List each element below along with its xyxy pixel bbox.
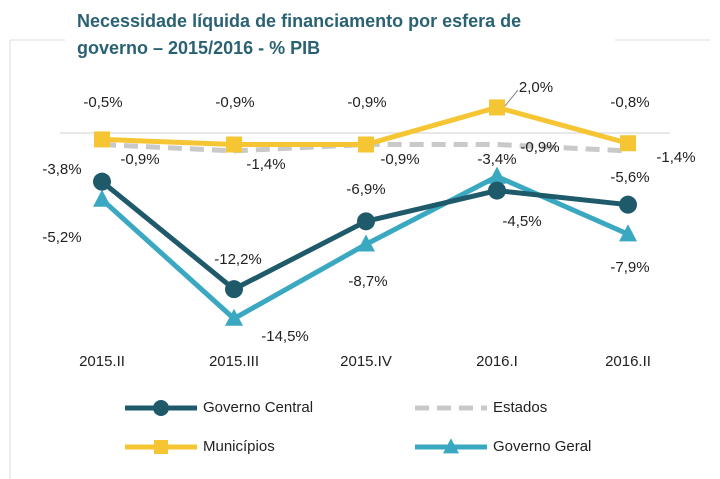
data-label: -0,9%: [120, 151, 159, 168]
legend-label: Estados: [493, 399, 547, 416]
data-label: -0,5%: [83, 94, 122, 111]
legend-label: Governo Geral: [493, 438, 591, 455]
point: [357, 212, 375, 231]
data-label: -4,5%: [502, 213, 541, 230]
x-tick-label: 2016.II: [605, 353, 651, 370]
chart-title: Necessidade líquida de financiamento por…: [77, 11, 522, 58]
point: [93, 189, 111, 207]
x-tick-label: 2015.IV: [340, 353, 392, 370]
point: [619, 195, 637, 214]
data-label: -6,9%: [346, 181, 385, 198]
x-tick-label: 2016.I: [476, 353, 518, 370]
legend-marker: [154, 440, 168, 454]
data-label: -5,6%: [610, 169, 649, 186]
data-label: -7,9%: [610, 259, 649, 276]
x-tick-label: 2015.II: [79, 353, 125, 370]
data-label: -1,4%: [246, 156, 285, 173]
data-label: -0,9%: [215, 94, 254, 111]
legend-marker: [443, 438, 459, 454]
data-label: -8,7%: [348, 273, 387, 290]
point: [358, 136, 374, 153]
data-label: -0,8%: [610, 94, 649, 111]
data-label: -0,9%: [380, 151, 419, 168]
data-label: -3,4%: [477, 151, 516, 168]
data-label: 2,0%: [519, 79, 553, 96]
data-label: -14,5%: [261, 328, 309, 345]
x-tick-label: 2015.III: [209, 353, 259, 370]
data-label: -5,2%: [42, 229, 81, 246]
point: [226, 136, 242, 153]
point: [94, 131, 110, 148]
point: [619, 224, 637, 242]
data-label: -0,9%: [347, 94, 386, 111]
point: [488, 166, 506, 184]
point: [488, 181, 506, 200]
leader-line: [504, 89, 519, 107]
data-label: -3,8%: [42, 161, 81, 178]
point: [93, 172, 111, 191]
point: [225, 280, 243, 299]
point: [489, 99, 505, 116]
point: [620, 135, 636, 152]
legend-label: Governo Central: [203, 399, 313, 416]
point: [357, 234, 375, 252]
data-label: -12,2%: [214, 251, 262, 268]
legend-marker: [153, 400, 169, 416]
data-label: -1,4%: [656, 149, 695, 166]
legend-label: Municípios: [203, 438, 275, 455]
data-label: -0,9%: [520, 139, 559, 156]
point: [225, 308, 243, 326]
